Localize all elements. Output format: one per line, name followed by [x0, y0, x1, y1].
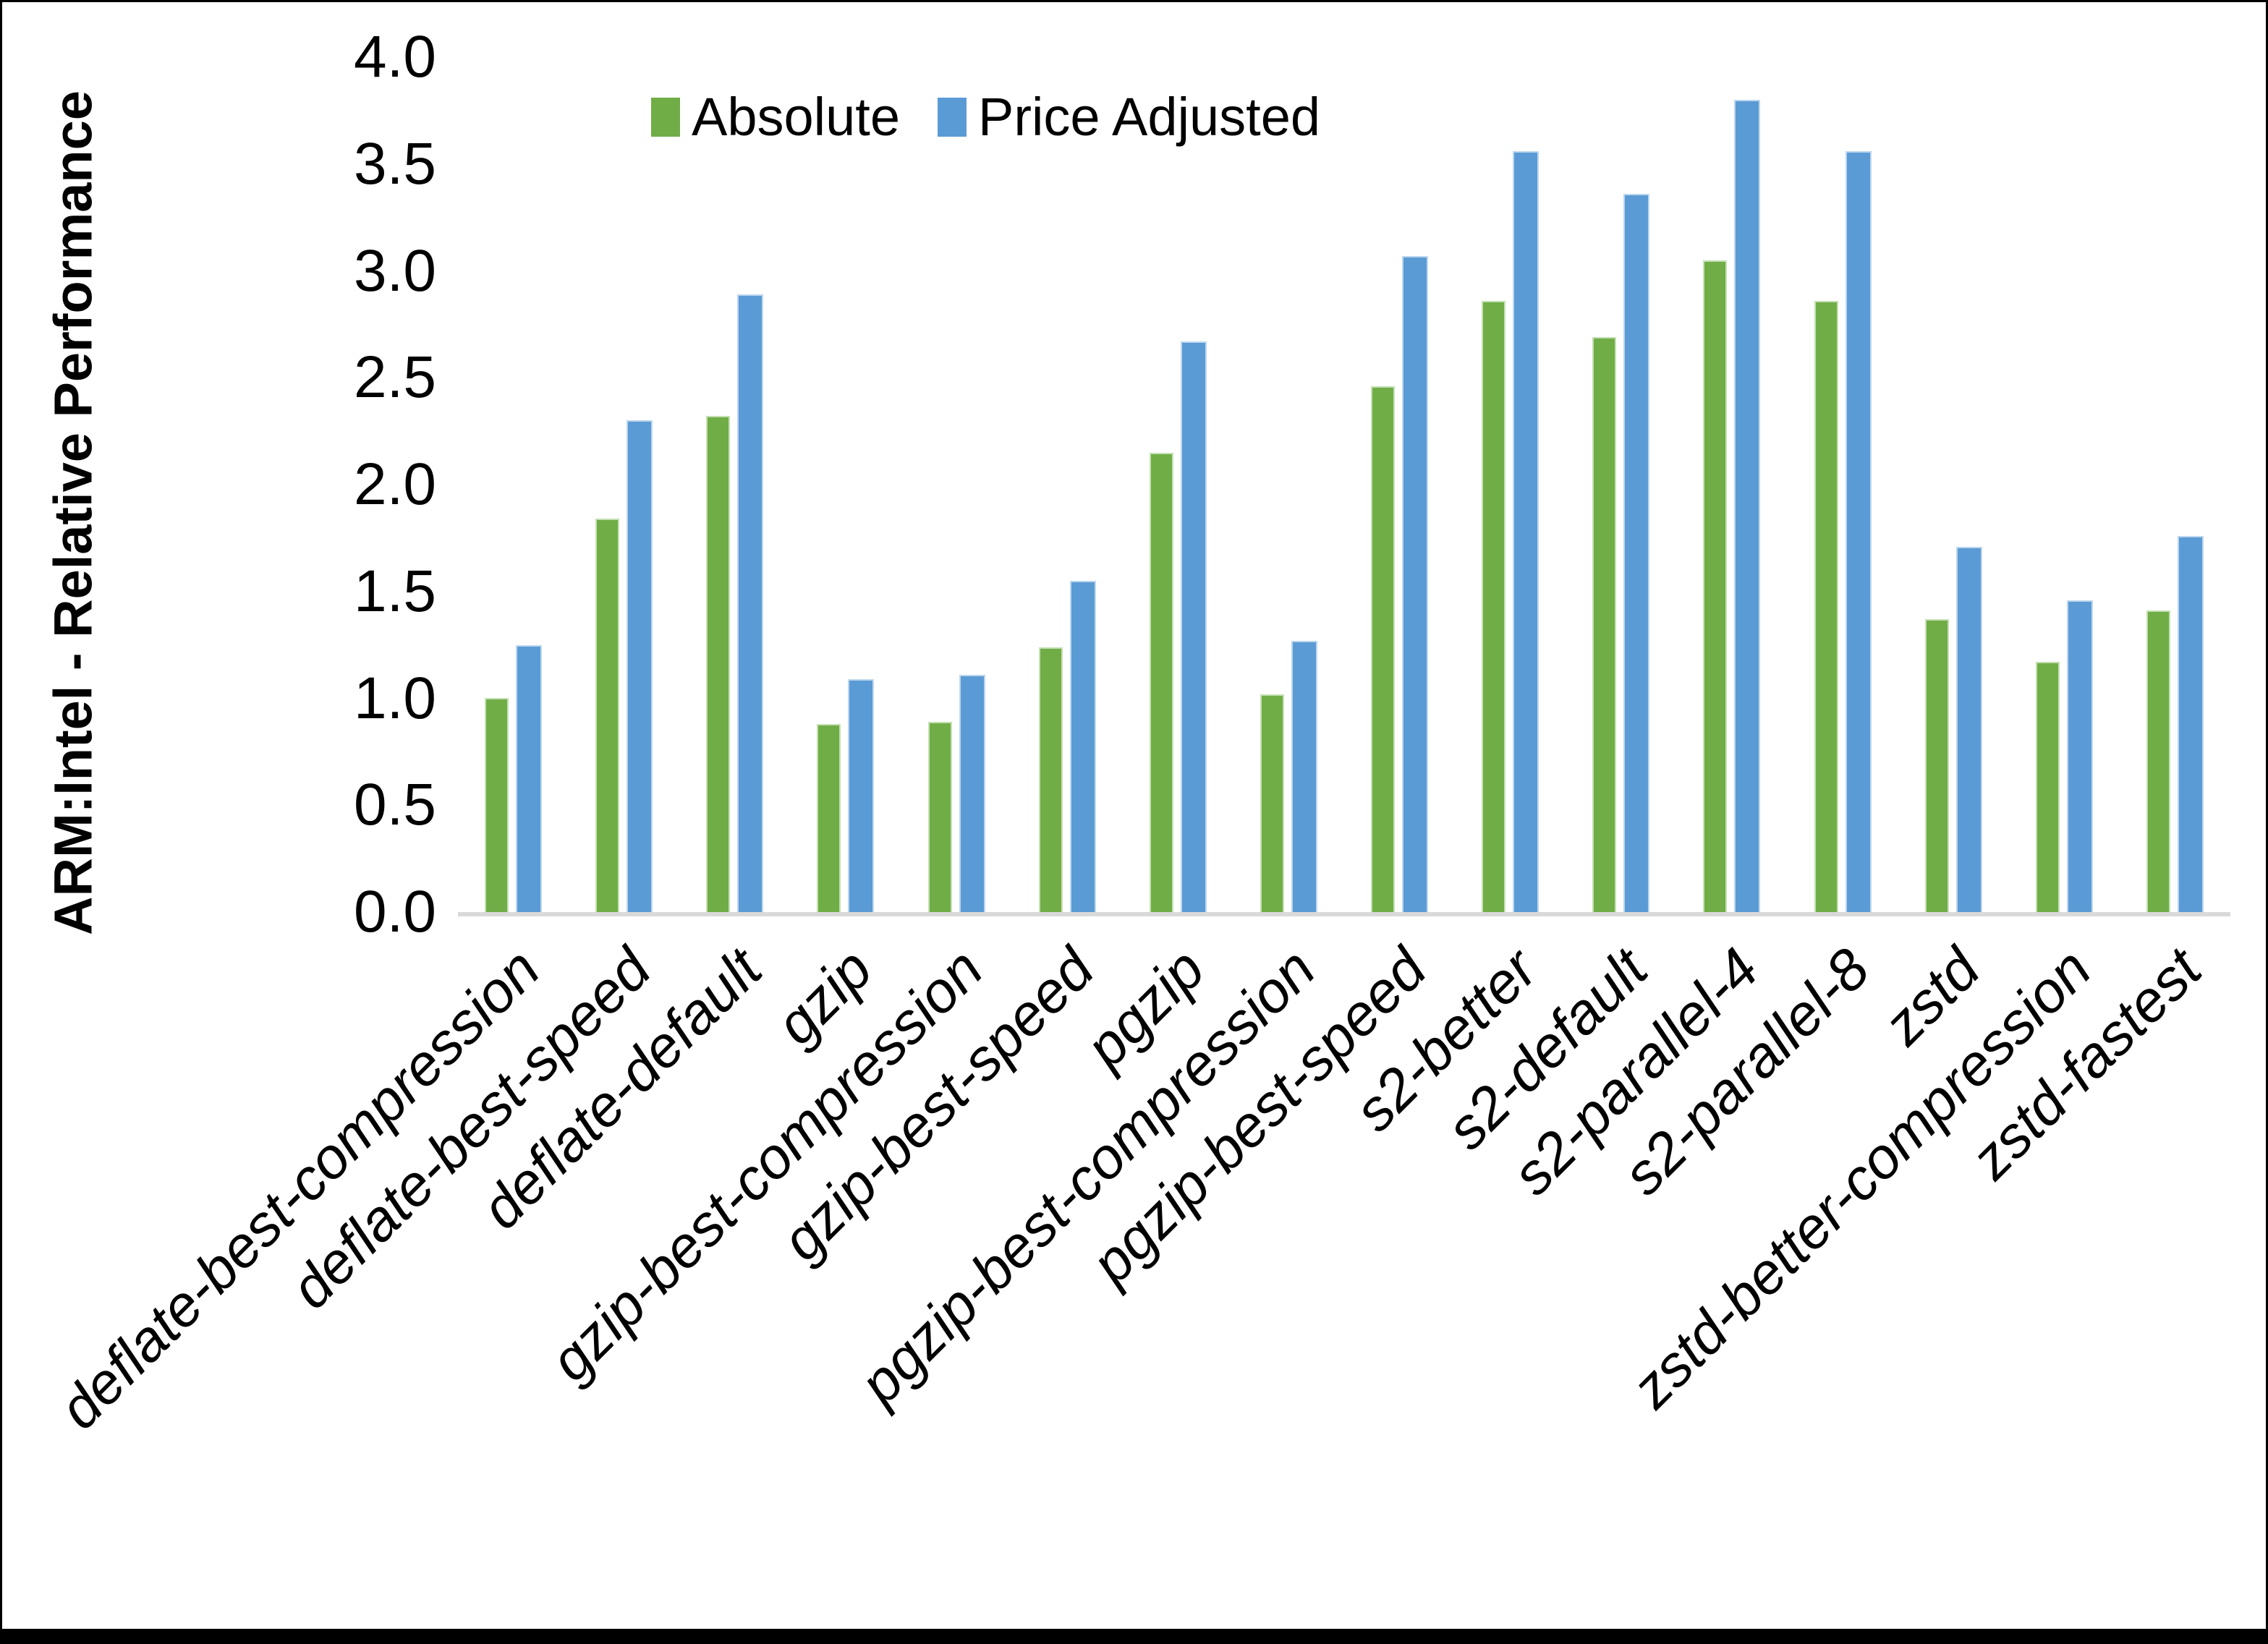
bar-absolute-gzip-best-compression	[927, 722, 952, 912]
y-tick-label-4.0: 4.0	[354, 24, 436, 90]
bar-absolute-s2-default	[1592, 337, 1617, 912]
bar-absolute-s2-parallel-4	[1703, 260, 1728, 912]
y-tick-label-0.0: 0.0	[354, 879, 436, 945]
bar-price-adjusted-gzip	[848, 679, 875, 912]
bar-price-adjusted-zstd-fastest	[2177, 536, 2204, 912]
bar-absolute-s2-better	[1482, 301, 1506, 912]
bar-absolute-deflate-best-speed	[595, 519, 620, 912]
bar-price-adjusted-s2-parallel-8	[1845, 151, 1872, 912]
legend-label-absolute: Absolute	[692, 87, 900, 147]
y-tick-label-1.5: 1.5	[354, 558, 436, 624]
bottom-border-bar	[2, 1629, 2266, 1642]
bar-price-adjusted-s2-default	[1623, 194, 1650, 912]
y-tick-label-3.0: 3.0	[354, 237, 436, 304]
bar-absolute-zstd-fastest	[2146, 610, 2170, 912]
legend-label-price-adjusted: Price Adjusted	[977, 87, 1321, 147]
bar-price-adjusted-s2-parallel-4	[1734, 100, 1761, 912]
y-tick-label-2.0: 2.0	[354, 451, 436, 517]
x-axis-line	[458, 912, 2230, 916]
bar-price-adjusted-deflate-default	[737, 294, 764, 912]
bar-price-adjusted-pgzip-best-compression	[1291, 641, 1317, 912]
bar-absolute-deflate-best-compression	[485, 698, 509, 912]
bar-absolute-pgzip-best-compression	[1260, 694, 1284, 912]
legend: Absolute Price Adjusted	[651, 90, 1358, 144]
bar-price-adjusted-deflate-best-compression	[516, 645, 543, 912]
bar-absolute-deflate-default	[706, 416, 731, 912]
y-tick-label-3.5: 3.5	[354, 130, 436, 197]
bar-price-adjusted-zstd	[1955, 547, 1982, 912]
bar-absolute-gzip	[817, 724, 841, 912]
bar-absolute-s2-parallel-8	[1814, 301, 1838, 912]
bar-absolute-pgzip-best-speed	[1371, 386, 1396, 912]
legend-swatch-absolute	[651, 98, 680, 137]
y-tick-label-2.5: 2.5	[354, 344, 436, 411]
bar-price-adjusted-pgzip-best-speed	[1402, 256, 1429, 912]
bar-absolute-pgzip	[1149, 453, 1173, 912]
bar-absolute-gzip-best-speed	[1038, 647, 1063, 912]
bar-price-adjusted-gzip-best-compression	[959, 675, 985, 912]
bar-price-adjusted-pgzip	[1180, 341, 1207, 912]
y-tick-label-0.5: 0.5	[354, 772, 436, 838]
bar-price-adjusted-zstd-better-compression	[2066, 600, 2093, 912]
y-tick-label-1.0: 1.0	[354, 665, 436, 731]
bar-price-adjusted-gzip-best-speed	[1069, 581, 1096, 912]
bar-price-adjusted-s2-better	[1513, 151, 1539, 912]
bar-absolute-zstd	[1924, 619, 1949, 912]
legend-swatch-price-adjusted	[937, 98, 967, 137]
bar-price-adjusted-deflate-best-speed	[627, 420, 653, 912]
bar-absolute-zstd-better-compression	[2035, 662, 2060, 912]
